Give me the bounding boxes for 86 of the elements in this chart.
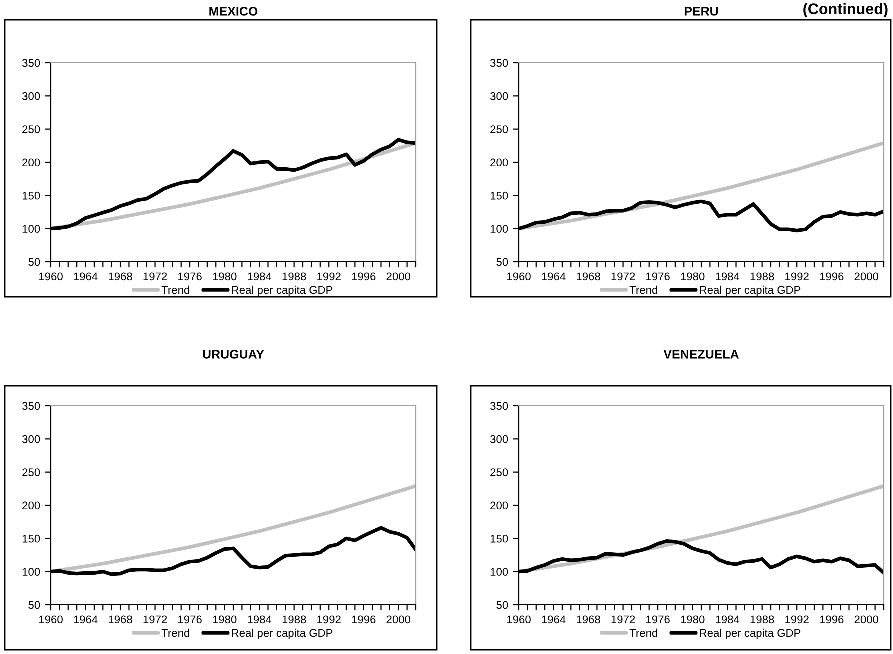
y-tick-label: 300 — [490, 92, 508, 100]
x-tick-label: 1972 — [144, 272, 168, 281]
y-tick-label: 200 — [22, 158, 40, 167]
x-tick-label: 1992 — [318, 272, 341, 281]
y-tick-label: 100 — [22, 568, 40, 576]
x-tick-label: 1976 — [646, 272, 670, 281]
y-tick-label: 150 — [22, 534, 40, 543]
y-tick-label: 350 — [490, 402, 508, 410]
chart-title: MEXICO — [210, 7, 258, 16]
x-tick-label: 1968 — [577, 616, 600, 624]
chart-title: VENEZUELA — [664, 350, 740, 359]
y-tick-label: 50 — [28, 601, 40, 610]
x-tick-label: 1964 — [74, 272, 98, 281]
x-tick-label: 1964 — [542, 616, 566, 624]
y-tick-label: 200 — [22, 502, 40, 510]
x-tick-label: 1984 — [248, 616, 272, 624]
x-tick-label: 1996 — [820, 272, 844, 281]
y-tick-label: 200 — [490, 158, 508, 167]
x-tick-label: 1984 — [248, 272, 272, 281]
y-tick-label: 50 — [28, 258, 40, 266]
x-tick-label: 1988 — [750, 272, 774, 281]
chart-title: PERU — [684, 7, 718, 16]
x-tick-label: 1992 — [318, 616, 341, 624]
x-tick-label: 1992 — [786, 272, 809, 281]
y-tick-label: 100 — [490, 568, 508, 576]
text: (Continued) — [804, 3, 888, 18]
y-tick-label: 150 — [490, 534, 508, 543]
y-tick-label: 350 — [22, 402, 40, 410]
x-tick-label: 1980 — [213, 616, 237, 624]
x-tick-label: 1968 — [109, 272, 132, 281]
y-tick-label: 250 — [22, 468, 40, 476]
x-tick-label: 1988 — [750, 616, 774, 624]
y-tick-label: 150 — [22, 192, 40, 200]
x-tick-label: 1972 — [612, 616, 636, 624]
x-tick-label: 1964 — [74, 616, 98, 624]
x-tick-label: 1976 — [178, 272, 202, 281]
x-tick-label: 1976 — [178, 616, 202, 624]
legend-label: Real per capita GDP — [232, 628, 333, 640]
x-tick-label: 1972 — [144, 616, 168, 624]
y-tick-label: 100 — [22, 225, 40, 233]
x-tick-label: 2000 — [386, 616, 411, 624]
legend-label: Trend — [162, 286, 190, 294]
y-tick-label: 300 — [490, 435, 508, 444]
y-tick-label: 350 — [22, 59, 40, 68]
y-tick-label: 250 — [490, 126, 508, 134]
x-tick-label: 1980 — [681, 272, 705, 281]
x-tick-label: 1960 — [39, 272, 63, 281]
x-tick-label: 1972 — [612, 272, 636, 281]
line-series — [51, 484, 416, 574]
x-tick-label: 1996 — [820, 616, 844, 624]
x-tick-label: 2000 — [386, 272, 411, 281]
x-tick-label: 1960 — [39, 616, 63, 624]
x-tick-label: 1984 — [716, 272, 740, 281]
legend-label: Trend — [630, 286, 658, 294]
legend-label: Trend — [630, 628, 658, 638]
x-tick-label: 2000 — [854, 616, 879, 624]
y-tick-label: 100 — [490, 225, 508, 233]
x-tick-label: 1984 — [716, 616, 740, 624]
legend-label: Trend — [162, 628, 190, 638]
x-tick-label: 1964 — [542, 272, 566, 281]
x-tick-label: 1992 — [786, 616, 809, 624]
y-tick-label: 300 — [22, 92, 40, 100]
y-tick-label: 250 — [22, 126, 40, 134]
x-tick-label: 2000 — [854, 272, 879, 281]
x-tick-label: 1980 — [213, 272, 237, 281]
legend-label: Real per capita GDP — [700, 286, 801, 296]
x-tick-label: 1968 — [577, 272, 600, 281]
y-tick-label: 250 — [490, 468, 508, 476]
x-tick-label: 1960 — [507, 272, 531, 281]
x-tick-label: 1988 — [282, 272, 306, 281]
y-tick-label: 150 — [490, 192, 508, 200]
y-tick-label: 50 — [496, 258, 508, 266]
y-tick-label: 50 — [496, 601, 508, 610]
x-tick-label: 1988 — [282, 616, 306, 624]
x-tick-label: 1996 — [352, 272, 376, 281]
chart-title: URUGUAY — [203, 350, 264, 359]
x-tick-label: 1980 — [681, 616, 705, 624]
y-tick-label: 200 — [490, 502, 508, 510]
x-tick-label: 1968 — [109, 616, 132, 624]
x-tick-label: 1996 — [352, 616, 376, 624]
x-tick-label: 1960 — [507, 616, 531, 624]
x-tick-label: 1976 — [646, 616, 670, 624]
y-tick-label: 350 — [490, 59, 508, 68]
legend-label: Real per capita GDP — [700, 628, 801, 640]
y-tick-label: 300 — [22, 435, 40, 444]
legend-label: Real per capita GDP — [232, 286, 333, 296]
